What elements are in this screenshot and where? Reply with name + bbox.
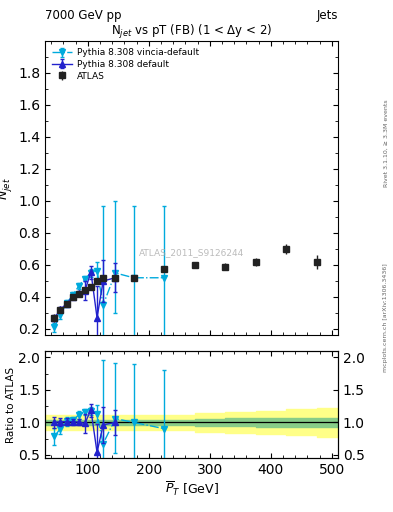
Y-axis label: Ratio to ATLAS: Ratio to ATLAS [6,367,16,442]
Legend: Pythia 8.308 vincia-default, Pythia 8.308 default, ATLAS: Pythia 8.308 vincia-default, Pythia 8.30… [50,46,202,83]
Y-axis label: $\overline{N}_{jet}$: $\overline{N}_{jet}$ [0,177,15,200]
Text: 7000 GeV pp: 7000 GeV pp [45,9,122,22]
Text: mcplots.cern.ch [arXiv:1306.3436]: mcplots.cern.ch [arXiv:1306.3436] [384,263,388,372]
Text: ATLAS_2011_S9126244: ATLAS_2011_S9126244 [139,248,244,258]
Text: Jets: Jets [316,9,338,22]
Title: N$_{jet}$ vs pT (FB) (1 < Δy < 2): N$_{jet}$ vs pT (FB) (1 < Δy < 2) [111,23,272,41]
Text: Rivet 3.1.10, ≥ 3.3M events: Rivet 3.1.10, ≥ 3.3M events [384,99,388,187]
X-axis label: $\overline{P}_T$ [GeV]: $\overline{P}_T$ [GeV] [165,480,219,498]
